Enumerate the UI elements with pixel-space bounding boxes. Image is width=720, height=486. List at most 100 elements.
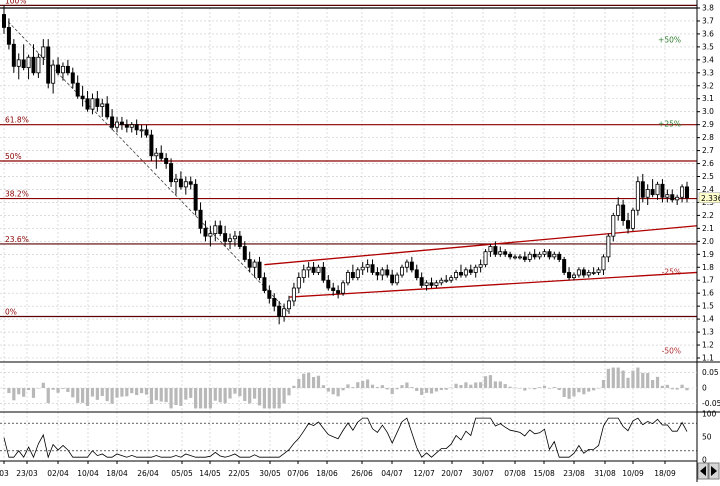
candle-body [444,279,449,282]
candle-body [183,181,188,188]
candle-body [286,300,291,310]
osc-bar [95,388,99,400]
candle [503,249,508,257]
y-tick-label: 1.5 [702,302,714,311]
candle [228,233,233,250]
candle-body [498,251,503,255]
candle [95,90,100,112]
candle-body [616,204,621,216]
x-tick-label: 18/04 [106,469,128,478]
osc-bar [542,385,547,388]
osc-bar [361,380,365,388]
candle-body [345,272,350,284]
osc-bar [390,388,394,395]
candle-body [350,272,355,279]
osc-bar [641,372,645,388]
osc-bar [213,388,217,401]
candle-body [237,235,242,247]
price-grid [0,7,697,460]
candle-body [321,266,326,281]
osc-bar [169,388,173,409]
candle-body [655,183,660,196]
osc-bar [439,388,443,391]
osc-tick-label: 0 [702,384,707,393]
candle-body [173,178,178,183]
osc-bar [292,385,296,388]
candle-body [640,181,645,198]
candle-body [680,186,685,198]
candle-body [596,269,601,273]
candle-body [552,253,557,258]
candle [429,277,434,288]
candle-body [154,152,159,157]
fib-level-label: 61.8% [5,116,29,125]
candle [326,275,331,291]
candle [542,249,547,257]
candle [46,39,51,89]
candle [2,5,7,34]
candle [124,119,129,133]
candle [159,145,164,161]
candle [75,75,80,99]
candle-body [635,181,640,211]
candle [650,179,655,198]
candle-body [272,297,277,307]
candle [488,243,493,257]
candle-body [414,269,419,279]
candle [149,129,154,161]
osc-bar [184,388,188,400]
candle-body [326,279,331,289]
osc-bar [479,382,483,388]
candle-body [228,238,233,242]
osc-bar [375,387,380,388]
candle-body [404,261,409,268]
osc-bar [449,387,453,389]
candle [173,173,178,195]
x-tick-label: 20/07 [441,469,463,478]
candle-body [503,251,508,255]
candle [291,282,296,307]
osc-bar [533,388,537,390]
candle-body [2,14,7,28]
osc-bar [76,388,80,403]
candle [213,220,218,242]
candle [449,275,454,283]
candle-body [164,157,169,164]
osc-bar [198,388,203,409]
projection-label: -25% [662,267,681,276]
projection-label: +25% [658,120,681,129]
candle-body [409,261,414,271]
osc-bar [420,388,424,395]
x-tick-label: 10/04 [77,469,99,478]
candle-body [282,308,287,317]
y-tick-label: 3.4 [702,55,714,64]
osc-bar [26,388,31,391]
osc-bar [243,388,247,402]
candle-body [601,256,606,271]
osc-bar [272,388,276,409]
candle-body [532,253,537,258]
candle [355,267,360,281]
candle [164,153,169,169]
osc-bar [31,388,36,398]
candle-body [483,251,488,266]
candle [90,93,95,115]
candle-body [454,272,459,279]
candle [198,202,203,234]
candle [409,256,414,273]
candle [247,251,252,273]
osc-bar [71,388,75,398]
osc-bar [655,376,660,388]
osc-bar [651,379,655,388]
osc-bar [316,375,321,388]
y-tick-label: 2.1 [702,224,714,233]
candle-body [51,64,56,84]
osc-bar [12,388,16,401]
y-tick-label: 1.7 [702,276,714,285]
candle-body [311,266,316,273]
candle-body [6,27,11,45]
candle [350,264,355,281]
last-price-box [698,192,720,204]
candle [532,249,537,260]
